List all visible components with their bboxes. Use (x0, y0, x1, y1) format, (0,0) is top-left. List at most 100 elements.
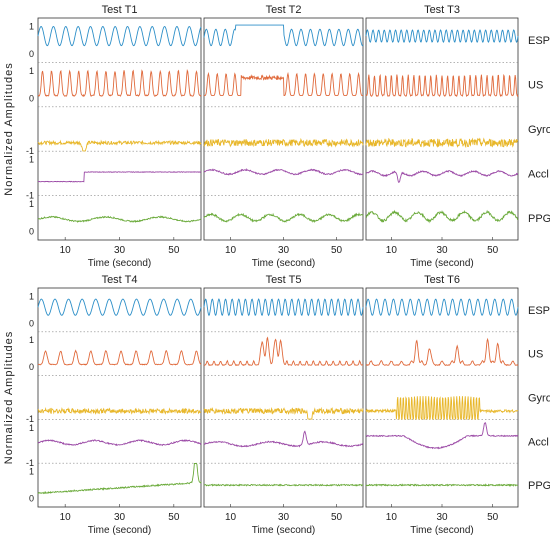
panel-frame (203, 17, 364, 241)
series-line-esp (37, 25, 202, 47)
y-tick-label: 1 (29, 155, 34, 165)
panel-title: Test T2 (266, 4, 302, 16)
x-tick-label: 30 (114, 512, 126, 523)
x-tick-label: 50 (487, 512, 499, 523)
y-axis-label: Normalized Amplitudes (3, 331, 15, 465)
series-line-us (37, 69, 202, 98)
y-tick-label: 1 (29, 66, 34, 76)
x-tick-label: 50 (331, 512, 343, 523)
signal-label-ppg: PPG (528, 213, 550, 225)
signal-label-esp: ESP (528, 35, 550, 47)
panel-title: Test T5 (266, 274, 302, 286)
y-tick-label: 0 (29, 362, 34, 372)
series-line-us (37, 349, 202, 366)
y-tick-label: 0 (29, 227, 34, 237)
y-tick-label: 1 (29, 467, 34, 477)
series-line-us (203, 336, 364, 367)
panel-title: Test T4 (102, 274, 138, 286)
series-line-ppg (203, 212, 364, 224)
text-layer: Normalized Amplitudes Normalized Amplitud… (3, 4, 550, 536)
series-line-gyro (203, 137, 364, 148)
y-tick-label: 1 (29, 423, 34, 433)
series-line-gyro (365, 396, 519, 421)
panel-title: Test T1 (102, 4, 138, 16)
series-line-ppg (365, 209, 519, 224)
series-line-accl (365, 170, 519, 183)
y-tick-label: 0 (29, 49, 34, 59)
series-line-gyro (37, 139, 202, 152)
series-line-accl (37, 171, 202, 183)
x-tick-label: 10 (60, 512, 72, 523)
panel-frame (37, 17, 202, 241)
series-line-ppg (203, 483, 364, 487)
panel-frame (203, 287, 364, 508)
series-line-esp (365, 298, 519, 316)
x-axis-label: Time (second) (410, 525, 474, 536)
x-axis-label: Time (second) (88, 525, 152, 536)
y-tick-label: 0 (29, 494, 34, 504)
x-tick-label: 30 (278, 245, 290, 256)
x-tick-label: 50 (168, 512, 180, 523)
series-line-ppg (365, 483, 519, 487)
x-axis-label: Time (second) (410, 258, 474, 269)
y-tick-label: 0 (29, 318, 34, 328)
signal-label-gyro: Gyro (528, 393, 550, 405)
y-tick-label: 1 (29, 199, 34, 209)
x-axis-label: Time (second) (252, 525, 316, 536)
y-tick-label: 1 (29, 291, 34, 301)
y-tick-label: 1 (29, 21, 34, 31)
panel-title: Test T3 (424, 4, 460, 16)
panel-frame (365, 17, 519, 241)
x-tick-label: 10 (60, 245, 72, 256)
series-line-esp (365, 29, 519, 44)
panel-title: Test T6 (424, 274, 460, 286)
y-tick-label: -1 (26, 458, 34, 468)
x-tick-label: 50 (487, 245, 499, 256)
series-line-accl (365, 421, 519, 450)
series-line-us (365, 337, 519, 367)
series-line-gyro (365, 137, 519, 149)
series-line-esp (203, 24, 364, 47)
signal-label-us: US (528, 349, 543, 361)
series-line-accl (203, 430, 364, 448)
signal-label-us: US (528, 80, 543, 92)
panel-frame (37, 287, 202, 508)
series-line-accl (37, 439, 202, 447)
x-tick-label: 30 (278, 512, 290, 523)
series-line-accl (203, 167, 364, 176)
series-line-esp (37, 298, 202, 316)
x-tick-label: 10 (386, 512, 398, 523)
series-line-ppg (37, 463, 202, 495)
series-layer (37, 24, 519, 495)
signal-label-accl: Accl (528, 436, 549, 448)
x-tick-label: 10 (386, 245, 398, 256)
x-tick-label: 50 (331, 245, 343, 256)
x-tick-label: 50 (168, 245, 180, 256)
x-tick-label: 30 (436, 512, 448, 523)
y-tick-label: -1 (26, 190, 34, 200)
signal-label-accl: Accl (528, 168, 549, 180)
x-tick-label: 30 (436, 245, 448, 256)
y-tick-label: 0 (29, 93, 34, 103)
series-line-gyro (37, 407, 202, 415)
series-line-gyro (203, 406, 364, 420)
x-axis-label: Time (second) (88, 258, 152, 269)
x-tick-label: 10 (225, 245, 237, 256)
signal-label-gyro: Gyro (528, 124, 550, 136)
y-tick-label: -1 (26, 414, 34, 424)
signal-label-esp: ESP (528, 305, 550, 317)
series-line-us (365, 73, 519, 98)
y-tick-label: -1 (26, 146, 34, 156)
panel-frames-layer (37, 17, 519, 508)
panel-frame (365, 287, 519, 508)
series-line-esp (203, 298, 364, 317)
x-tick-label: 10 (225, 512, 237, 523)
x-axis-label: Time (second) (252, 258, 316, 269)
y-axis-label: Normalized Amplitudes (3, 62, 15, 196)
signal-label-ppg: PPG (528, 480, 550, 492)
series-line-us (204, 71, 363, 97)
series-line-ppg (37, 215, 202, 224)
y-tick-label: 1 (29, 335, 34, 345)
x-tick-label: 30 (114, 245, 126, 256)
